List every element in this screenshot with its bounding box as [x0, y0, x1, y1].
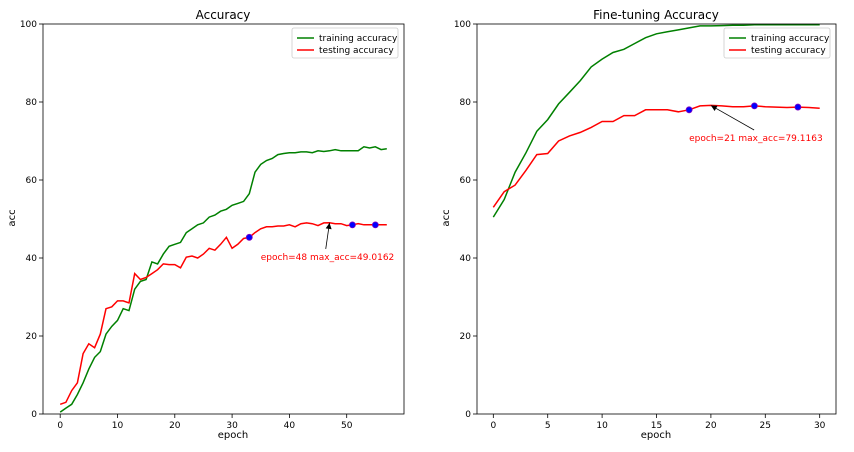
- y-tick-label: 20: [26, 332, 38, 342]
- legend: training accuracy testing accuracy: [291, 27, 399, 59]
- y-tick-label: 60: [460, 176, 472, 186]
- legend-box: [723, 27, 831, 59]
- max-point-marker: [794, 103, 802, 111]
- legend-box: [291, 27, 399, 59]
- x-tick-label: 15: [651, 421, 662, 431]
- annotation-arrowhead: [710, 105, 718, 112]
- x-axis-label: epoch: [218, 430, 248, 441]
- training-accuracy-line: [59, 145, 387, 413]
- plot-markers: [245, 221, 379, 241]
- legend-label-training: training accuracy: [751, 34, 830, 44]
- training-accuracy-line: [492, 24, 820, 218]
- annotation-arrowhead: [325, 222, 332, 230]
- legend-label-training: training accuracy: [319, 34, 398, 44]
- x-tick-label: 0: [57, 421, 63, 431]
- max-point-marker: [371, 221, 379, 229]
- y-tick-label: 20: [460, 332, 472, 342]
- y-tick-label: 80: [460, 98, 472, 108]
- y-axis-label: acc: [7, 209, 18, 226]
- testing-accuracy-line: [492, 104, 820, 208]
- x-tick-label: 10: [112, 421, 124, 431]
- y-tick-label: 40: [460, 254, 472, 264]
- annotation-text: epoch=48 max_acc=49.0162: [261, 253, 395, 263]
- chart-title: Fine-tuning Accuracy: [593, 8, 719, 22]
- y-tick-label: 0: [31, 410, 37, 420]
- legend-label-testing: testing accuracy: [751, 46, 826, 56]
- x-tick-label: 30: [226, 421, 238, 431]
- max-point-marker: [685, 106, 693, 114]
- legend-label-testing: testing accuracy: [319, 46, 394, 56]
- y-tick-label: 80: [26, 98, 38, 108]
- x-axis-label: epoch: [641, 430, 671, 441]
- max-point-marker: [349, 221, 356, 229]
- max-point-marker: [245, 233, 253, 241]
- annotation-text: epoch=21 max_acc=79.1163: [689, 134, 823, 144]
- chart-title: Accuracy: [196, 8, 251, 22]
- plot-markers: [685, 102, 802, 114]
- plot-frame: [42, 23, 405, 415]
- plot-lines: [492, 24, 820, 218]
- x-tick-label: 20: [705, 421, 717, 431]
- plot-frame: [476, 23, 837, 415]
- y-tick-label: 0: [465, 410, 471, 420]
- y-tick-label: 40: [26, 254, 38, 264]
- fine-tuning-accuracy-chart: Fine-tuning Accuracy epoch acc 0 5 10 15 20 2…: [441, 8, 837, 441]
- max-annotation: epoch=21 max_acc=79.1163: [689, 105, 823, 144]
- axis-ticks: 0 10 20 30 40 50 0 20 40 60 80 100: [20, 20, 353, 431]
- testing-accuracy-line: [59, 222, 387, 406]
- max-annotation: epoch=48 max_acc=49.0162: [261, 222, 395, 263]
- x-tick-label: 0: [490, 421, 496, 431]
- max-point-marker: [751, 102, 758, 110]
- x-tick-label: 10: [596, 421, 608, 431]
- x-tick-label: 40: [284, 421, 296, 431]
- y-tick-label: 60: [26, 176, 38, 186]
- accuracy-chart: Accuracy epoch acc 0 10 20 30 40 50 0 20 40 60 80 1…: [7, 8, 405, 441]
- axis-ticks: 0 5 10 15 20 25 30 0 20 40 60 80 100: [454, 20, 826, 431]
- legend: training accuracy testing accuracy: [723, 27, 831, 59]
- annotation-arrow: [710, 105, 755, 131]
- plot-lines: [59, 145, 387, 413]
- x-tick-label: 25: [760, 421, 771, 431]
- x-tick-label: 5: [545, 421, 551, 431]
- x-tick-label: 50: [341, 421, 353, 431]
- x-tick-label: 20: [169, 421, 181, 431]
- y-tick-label: 100: [454, 20, 471, 30]
- x-tick-label: 30: [814, 421, 826, 431]
- y-tick-label: 100: [20, 20, 37, 30]
- y-axis-label: acc: [441, 209, 452, 226]
